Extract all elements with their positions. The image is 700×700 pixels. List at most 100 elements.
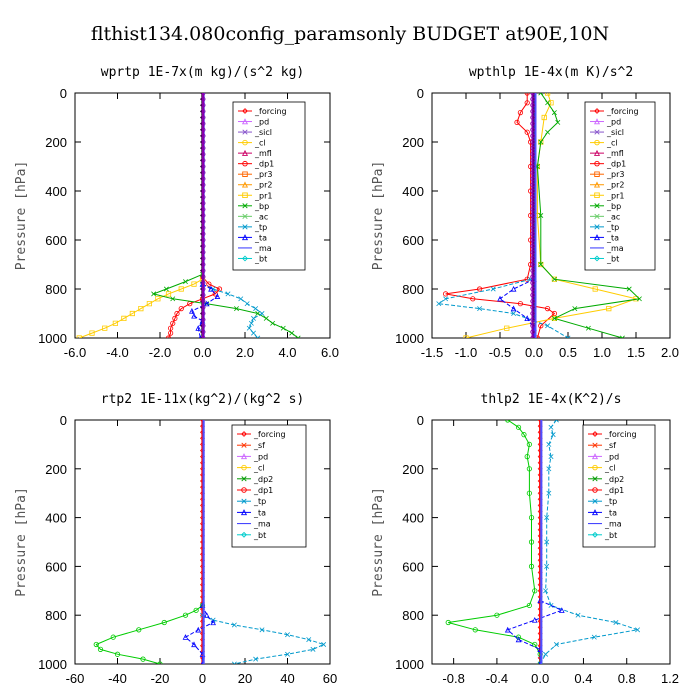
panel-title: wpthlp 1E-4x(m K)/s^2 — [469, 65, 633, 80]
data-point_ta — [515, 636, 522, 643]
data-point_cl — [200, 213, 206, 218]
data-point_tp — [244, 301, 250, 307]
data-point_tp — [231, 661, 237, 664]
data-point_cl — [530, 311, 535, 316]
legend-label: _bp — [606, 202, 621, 211]
data-point_pr1 — [146, 301, 152, 307]
legend-marker — [591, 509, 599, 516]
legend-marker — [592, 442, 598, 448]
legend-marker — [240, 509, 248, 516]
data-point_dp1 — [526, 602, 532, 609]
data-point_dp1 — [193, 607, 199, 613]
legend-label: _sf — [604, 441, 616, 450]
data-point_cl — [200, 145, 206, 151]
data-point_bp — [538, 213, 544, 218]
series-line_tp — [437, 278, 569, 338]
legend-label: _dp2 — [604, 475, 624, 484]
data-point_cl — [530, 139, 535, 145]
data-point_tp — [548, 602, 554, 608]
data-point_cl — [200, 188, 206, 194]
legend-label: _bp — [254, 202, 269, 211]
data-point_cl — [200, 286, 206, 292]
legend-label: _pr2 — [606, 181, 624, 190]
data-point_tp — [321, 641, 327, 647]
data-point_tp — [251, 315, 256, 321]
data-point_bp — [295, 335, 301, 338]
data-point_cl — [530, 96, 535, 102]
data-point_cl — [200, 164, 206, 169]
legend-marker — [242, 203, 248, 209]
data-point_cl — [200, 262, 206, 267]
legend: _forcing _sf _pd _cl _dp2 _dp1 _tp _ta _ma _bt — [582, 424, 656, 548]
data-point_cl — [530, 219, 535, 224]
data-point_tp — [613, 620, 619, 626]
x-tick-label: 4.0 — [278, 345, 296, 360]
chart-panel-2: wpthlp 1E-4x(m K)/s^2 Pressure [hPa] 0 200 4… — [371, 65, 679, 360]
data-point_ta — [524, 315, 531, 321]
data-point_pr1 — [76, 335, 82, 338]
data-point_cl — [200, 121, 206, 126]
legend-marker — [241, 442, 247, 448]
legend-label: _ma — [254, 244, 272, 253]
x-tick-label: 1.5 — [627, 345, 645, 360]
legend-label: _ta — [606, 233, 619, 242]
legend-box — [584, 101, 656, 271]
y-tick-label: 600 — [402, 233, 424, 248]
legend-label: _dp2 — [253, 475, 273, 484]
data-point_tp — [565, 335, 571, 338]
legend-marker — [593, 118, 601, 125]
series-line_dp1 — [95, 605, 203, 664]
legend-marker — [241, 431, 247, 437]
legend-marker — [242, 255, 248, 262]
chart-panel-1: wprtp 1E-7x(m kg)/(s^2 kg) Pressure [hPa]… — [14, 65, 339, 360]
legend-label: _cl — [253, 464, 265, 473]
data-point_ta — [214, 293, 221, 299]
legend-marker — [241, 149, 249, 156]
series-line_ta — [506, 600, 564, 664]
data-point_dp1 — [161, 619, 167, 626]
data-point_dp1 — [472, 627, 478, 633]
legend-box — [232, 101, 306, 271]
data-point_bp — [255, 311, 261, 316]
legend-marker — [594, 139, 600, 146]
legend-marker — [592, 531, 598, 538]
x-tick-label: 2.0 — [236, 345, 254, 360]
legend-label: _pr1 — [606, 191, 624, 200]
legend-label: _tp — [253, 497, 266, 506]
data-point_tp — [251, 330, 256, 336]
data-point_cl — [530, 225, 535, 231]
legend: _forcing _pd_sicl _cl_mfl _dp1_pr3 _pr2_pr1 _… — [584, 101, 656, 271]
x-tick-label: -40 — [108, 671, 127, 686]
y-tick-label: 1000 — [395, 657, 424, 672]
data-point_dp1 — [206, 281, 212, 287]
legend-marker — [241, 234, 249, 241]
data-point_pr1 — [504, 325, 510, 331]
data-point_bp — [280, 325, 286, 331]
data-point_dp1 — [93, 641, 99, 648]
legend-marker — [594, 213, 600, 219]
data-point_dp1 — [494, 612, 500, 618]
data-point_dp1 — [528, 515, 535, 521]
data-point_pr1 — [165, 291, 172, 297]
data-point_cl — [200, 93, 206, 96]
data-point_cl — [200, 311, 206, 316]
data-point_cl — [200, 133, 206, 139]
data-point_cl — [200, 243, 206, 249]
data-point_tp — [553, 420, 559, 423]
data-point_pr1 — [606, 306, 612, 312]
data-point_ta — [531, 616, 538, 623]
legend-marker — [594, 203, 600, 209]
data-point_cl — [200, 305, 206, 310]
legend-label: _pd — [606, 118, 621, 127]
data-point_pr1 — [121, 315, 127, 321]
data-point_pr1 — [463, 335, 469, 338]
legend-label: _dp1 — [253, 486, 273, 495]
data-point_cl — [530, 200, 535, 206]
legend-label: _pr2 — [254, 181, 272, 190]
data-point_tp — [246, 325, 252, 331]
legend-marker — [241, 464, 247, 471]
legend-label: _ta — [253, 508, 266, 517]
data-point_cl — [200, 225, 206, 231]
y-tick-label: 0 — [60, 86, 67, 101]
data-point_bp — [538, 262, 544, 267]
